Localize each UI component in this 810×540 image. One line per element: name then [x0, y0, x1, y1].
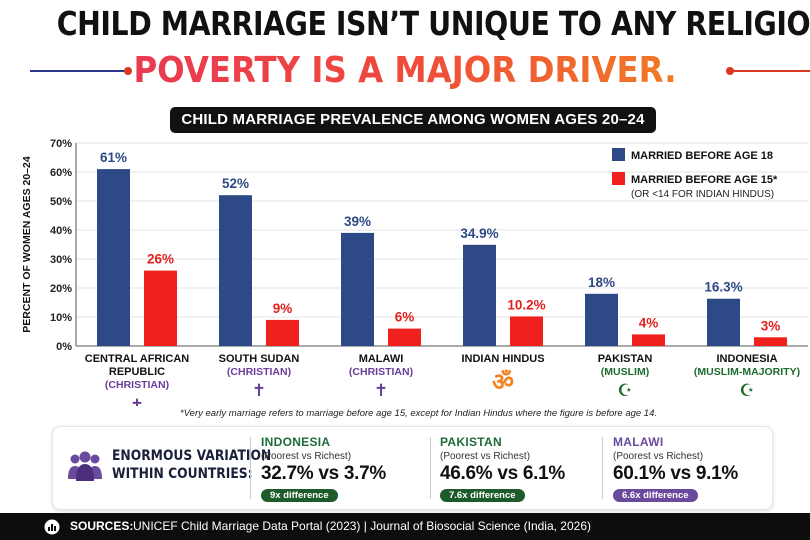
religion-label: (CHRISTIAN) [349, 366, 413, 378]
bar-chart: 0% 10% 20% 30% 40% 50% 60% 70% PERCENT OF WOMEN … [21, 138, 808, 406]
bar-married-15 [266, 319, 299, 346]
country-name: INDONESIA [261, 435, 331, 449]
divider [430, 437, 431, 499]
decorative-line-left [30, 70, 126, 72]
country-values: 60.1% vs 9.1% [613, 463, 738, 484]
country-name: MALAWI [613, 435, 664, 449]
sources-footer: SOURCES: UNICEF Child Marriage Data Port… [0, 513, 810, 540]
decorative-dot-left [124, 67, 132, 75]
data-label-married-18: 18% [588, 275, 615, 290]
legend-label-married-18: MARRIED BEFORE AGE 18 [631, 150, 773, 162]
country-name: PAKISTAN [440, 435, 502, 449]
decorative-dot-right [726, 67, 734, 75]
x-category-label: PAKISTAN [598, 353, 653, 365]
bar-married-18 [341, 232, 374, 346]
data-label-married-15: 3% [761, 318, 781, 333]
divider [250, 437, 251, 499]
sources-label: SOURCES: [70, 519, 134, 533]
variation-malawi: MALAWI (Poorest vs Richest) 60.1% vs 9.1… [613, 435, 783, 503]
people-group-icon [68, 451, 102, 481]
latin-cross-icon: ✝ [374, 381, 388, 401]
y-tick-label: 0% [56, 341, 72, 353]
y-tick-label: 30% [50, 254, 72, 266]
crescent-star-icon: ☪ [739, 381, 754, 401]
religion-label: (CHRISTIAN) [227, 366, 291, 378]
x-category-label: INDONESIA [716, 353, 777, 365]
y-tick-label: 70% [50, 138, 72, 150]
y-axis-label: PERCENT OF WOMEN AGES 20–24 [21, 156, 33, 333]
bar-chart-icon [44, 519, 60, 535]
y-tick-label: 40% [50, 225, 72, 237]
crescent-star-icon: ☪ [617, 381, 632, 401]
data-label-married-15: 4% [639, 315, 659, 330]
x-category-label: SOUTH SUDAN [219, 353, 300, 365]
legend-label-married-15: MARRIED BEFORE AGE 15* [631, 174, 778, 186]
variation-pakistan: PAKISTAN (Poorest vs Richest) 46.6% vs 6… [440, 435, 610, 503]
bar-married-15 [754, 337, 787, 346]
bar-married-18 [463, 244, 496, 346]
variation-label-line-2: WITHIN COUNTRIES: [112, 466, 253, 482]
data-label-married-15: 26% [147, 252, 174, 267]
om-icon: ॐ [492, 368, 514, 396]
religion-label: (CHRISTIAN) [105, 379, 169, 391]
data-label-married-15: 9% [273, 301, 293, 316]
difference-badge: 7.6x difference [440, 489, 525, 502]
decorative-line-right [732, 70, 810, 72]
variation-label-line-1: ENORMOUS VARIATION [112, 448, 272, 464]
data-label-married-15: 10.2% [507, 297, 545, 312]
divider [602, 437, 603, 499]
difference-badge: 9x difference [261, 489, 338, 502]
bar-married-18 [585, 293, 618, 346]
difference-badge: 6.6x difference [613, 489, 698, 502]
variation-indonesia: INDONESIA (Poorest vs Richest) 32.7% vs … [261, 435, 431, 503]
bar-married-18 [219, 195, 252, 346]
headline-line-2: POVERTY IS A MAJOR DRIVER. [41, 50, 770, 91]
y-tick-label: 10% [50, 312, 72, 324]
y-tick-label: 20% [50, 283, 72, 295]
religion-label: (MUSLIM) [601, 366, 649, 378]
data-label-married-18: 34.9% [460, 226, 498, 241]
data-label-married-18: 39% [344, 214, 371, 229]
country-sub: (Poorest vs Richest) [440, 451, 531, 462]
x-category-label: MALAWI [359, 353, 404, 365]
data-label-married-15: 6% [395, 310, 415, 325]
country-values: 46.6% vs 6.1% [440, 463, 565, 484]
country-values: 32.7% vs 3.7% [261, 463, 386, 484]
headline-line-2-row: POVERTY IS A MAJOR DRIVER. [0, 50, 810, 94]
y-tick-label: 50% [50, 196, 72, 208]
bar-married-18 [97, 169, 130, 346]
variation-label: ENORMOUS VARIATION WITHIN COUNTRIES: [112, 447, 271, 483]
x-category-label: CENTRAL AFRICAN [85, 353, 190, 365]
data-label-married-18: 61% [100, 150, 127, 165]
country-sub: (Poorest vs Richest) [261, 451, 352, 462]
legend-swatch-married-18 [612, 148, 625, 161]
legend-note: (OR <14 FOR INDIAN HINDUS) [631, 189, 774, 200]
country-sub: (Poorest vs Richest) [613, 451, 704, 462]
y-tick-label: 60% [50, 167, 72, 179]
bar-married-15 [510, 316, 543, 346]
variation-panel: ENORMOUS VARIATION WITHIN COUNTRIES: IND… [52, 426, 773, 510]
bar-married-15 [632, 334, 665, 346]
chart-subtitle: CHILD MARRIAGE PREVALENCE AMONG WOMEN AG… [170, 107, 656, 133]
bar-married-15 [388, 328, 421, 346]
data-label-married-18: 16.3% [704, 280, 742, 295]
data-label-married-18: 52% [222, 176, 249, 191]
bar-married-15 [144, 270, 177, 346]
x-category-label: REPUBLIC [109, 366, 165, 378]
x-category-label: INDIAN HINDUS [461, 353, 544, 365]
footnote: *Very early marriage refers to marriage … [180, 408, 658, 419]
latin-cross-icon: ✝ [252, 381, 266, 401]
bar-married-18 [707, 298, 740, 346]
sources-text: UNICEF Child Marriage Data Portal (2023)… [133, 519, 591, 533]
religion-label: (MUSLIM-MAJORITY) [694, 366, 800, 378]
legend-swatch-married-15 [612, 172, 625, 185]
latin-cross-icon: ✝ [130, 396, 144, 406]
headline-line-1: CHILD MARRIAGE ISN’T UNIQUE TO ANY RELIG… [56, 4, 810, 43]
